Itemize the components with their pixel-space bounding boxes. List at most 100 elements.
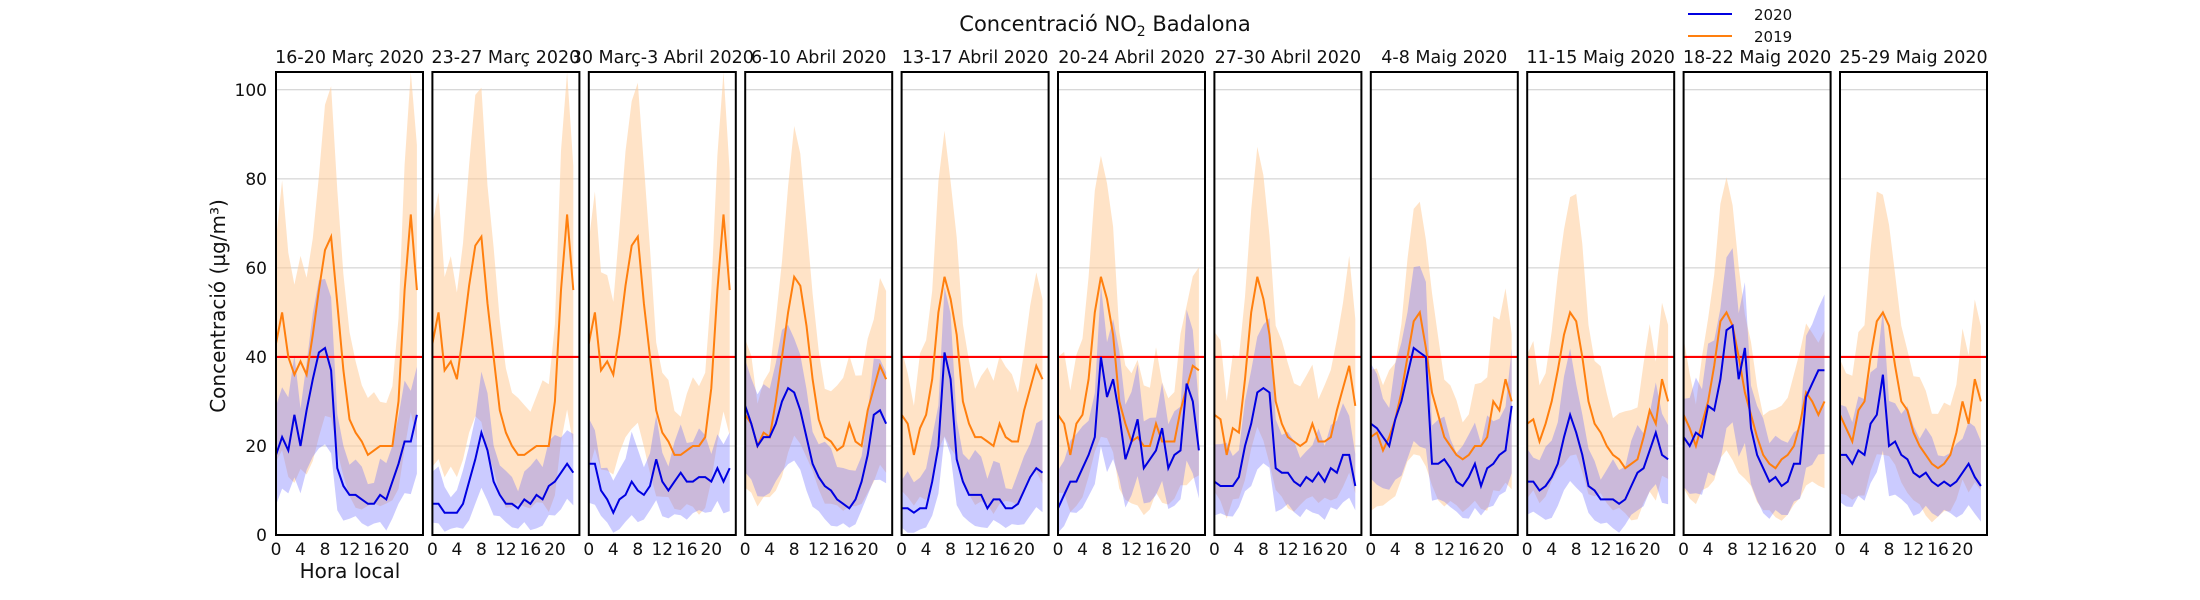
panel-plot-area [1058,155,1205,533]
panel: 23-27 Març 2020 0 4 8 12 16 20 [427,48,581,560]
band-2019 [432,72,574,512]
x-tick-label: 8 [632,540,643,560]
panel: 18-22 Maig 2020 0 4 8 12 16 20 [1678,48,1832,560]
panel-frame [1839,71,1988,536]
band-2020 [1058,284,1199,533]
panel-title: 30 Març-3 Abril 2020 [571,48,754,68]
x-tick-label: 0 [740,540,751,560]
panel-plot-area [1527,193,1675,533]
x-tick-label: 16 [1927,540,1949,560]
x-tick-label: 4 [1233,540,1244,560]
panel: 13-17 Abril 2020 0 4 8 12 16 20 [896,48,1050,560]
panel: 30 Març-3 Abril 2020 0 4 8 12 16 20 [571,48,754,560]
panel-frame [900,71,1050,536]
x-tick-label: 12 [1433,540,1455,560]
x-tick-label: 0 [1678,540,1689,560]
x-tick-label: 8 [1727,540,1738,560]
line-2019 [432,214,575,456]
panel-plot-area [745,126,893,528]
panel-frame [587,71,737,536]
x-tick-label: 16 [989,540,1011,560]
band-2020 [432,371,574,532]
line-2019 [276,214,418,457]
x-tick-label: 4 [608,540,619,560]
x-tick-label: 12 [1277,540,1299,560]
x-tick-label: 12 [808,540,830,560]
band-2019 [1683,177,1825,521]
panel-title: 18-22 Maig 2020 [1683,48,1831,68]
y-axis-label: Concentració (µg/m³) [206,199,230,413]
x-tick-label: 20 [1326,540,1348,560]
legend-label-2020: 2020 [1754,6,1792,24]
band-2020 [1370,266,1512,519]
x-tick-label: 4 [1859,540,1870,560]
x-tick-label: 0 [1209,540,1220,560]
x-tick-label: 4 [295,540,306,560]
line-2019 [1840,310,1982,470]
band-2020 [1840,309,1981,522]
line-2020 [1840,374,1982,488]
panel-title: 4-8 Maig 2020 [1381,48,1507,68]
x-tick-label: 0 [1522,540,1533,560]
y-tick-label: 20 [245,437,267,457]
x-axis-label: Hora local [300,559,401,583]
x-tick-label: 20 [1639,540,1661,560]
x-tick-label: 20 [700,540,722,560]
panel-title: 27-30 Abril 2020 [1215,48,1362,68]
x-tick-label: 16 [1302,540,1324,560]
panel-title: 13-17 Abril 2020 [902,48,1049,68]
legend: 2020 2019 [1688,6,1792,46]
x-tick-label: 8 [1102,540,1113,560]
x-tick-label: 16 [1614,540,1636,560]
x-tick-label: 0 [1053,540,1064,560]
panel-plot-area [588,72,736,533]
line-2020 [1370,346,1513,490]
line-2020 [432,428,575,514]
band-2020 [901,287,1043,533]
x-tick-label: 20 [1482,540,1504,560]
panel: 27-30 Abril 2020 0 4 8 12 16 20 [1209,48,1363,560]
panel-frame [1057,71,1206,536]
y-tick-label: 0 [256,526,267,546]
line-2020 [745,386,888,510]
y-tick-label: 100 [235,81,267,101]
panel-frame [1213,71,1363,536]
x-tick-label: 0 [427,540,438,560]
chart-title: Concentració NO2 Badalona [959,12,1250,40]
x-tick-label: 0 [1365,540,1376,560]
band-2019 [1214,146,1356,519]
x-tick-label: 16 [676,540,698,560]
x-tick-label: 4 [451,540,462,560]
x-tick-label: 12 [964,540,986,560]
band-2019 [1058,155,1199,516]
line-2020 [1214,386,1357,488]
band-2019 [1370,201,1512,512]
y-tick-label: 60 [245,259,267,279]
panel-frame [1526,71,1676,536]
x-tick-label: 8 [1571,540,1582,560]
panel-frame [1369,71,1519,536]
panel-plot-area [432,72,580,532]
x-tick-label: 8 [945,540,956,560]
panel: 11-15 Maig 2020 0 4 8 12 16 20 [1522,48,1676,560]
band-2019 [1840,191,1981,523]
panel-title: 20-24 Abril 2020 [1058,48,1205,68]
x-tick-label: 16 [363,540,385,560]
x-tick-label: 12 [495,540,517,560]
band-2019 [1527,193,1669,521]
panel-frame [431,71,581,536]
panel-plot-area [276,72,423,531]
x-tick-label: 4 [764,540,775,560]
panel-plot-area [1214,146,1362,520]
x-tick-label: 8 [1414,540,1425,560]
x-tick-label: 4 [1390,540,1401,560]
x-tick-label: 20 [544,540,566,560]
panel-frame [744,71,894,536]
x-tick-label: 8 [476,540,487,560]
line-2020 [1058,356,1200,509]
panel-title: 11-15 Maig 2020 [1527,48,1675,68]
line-2019 [1214,276,1357,456]
panel-title: 25-29 Maig 2020 [1839,48,1987,68]
x-tick-label: 12 [651,540,673,560]
